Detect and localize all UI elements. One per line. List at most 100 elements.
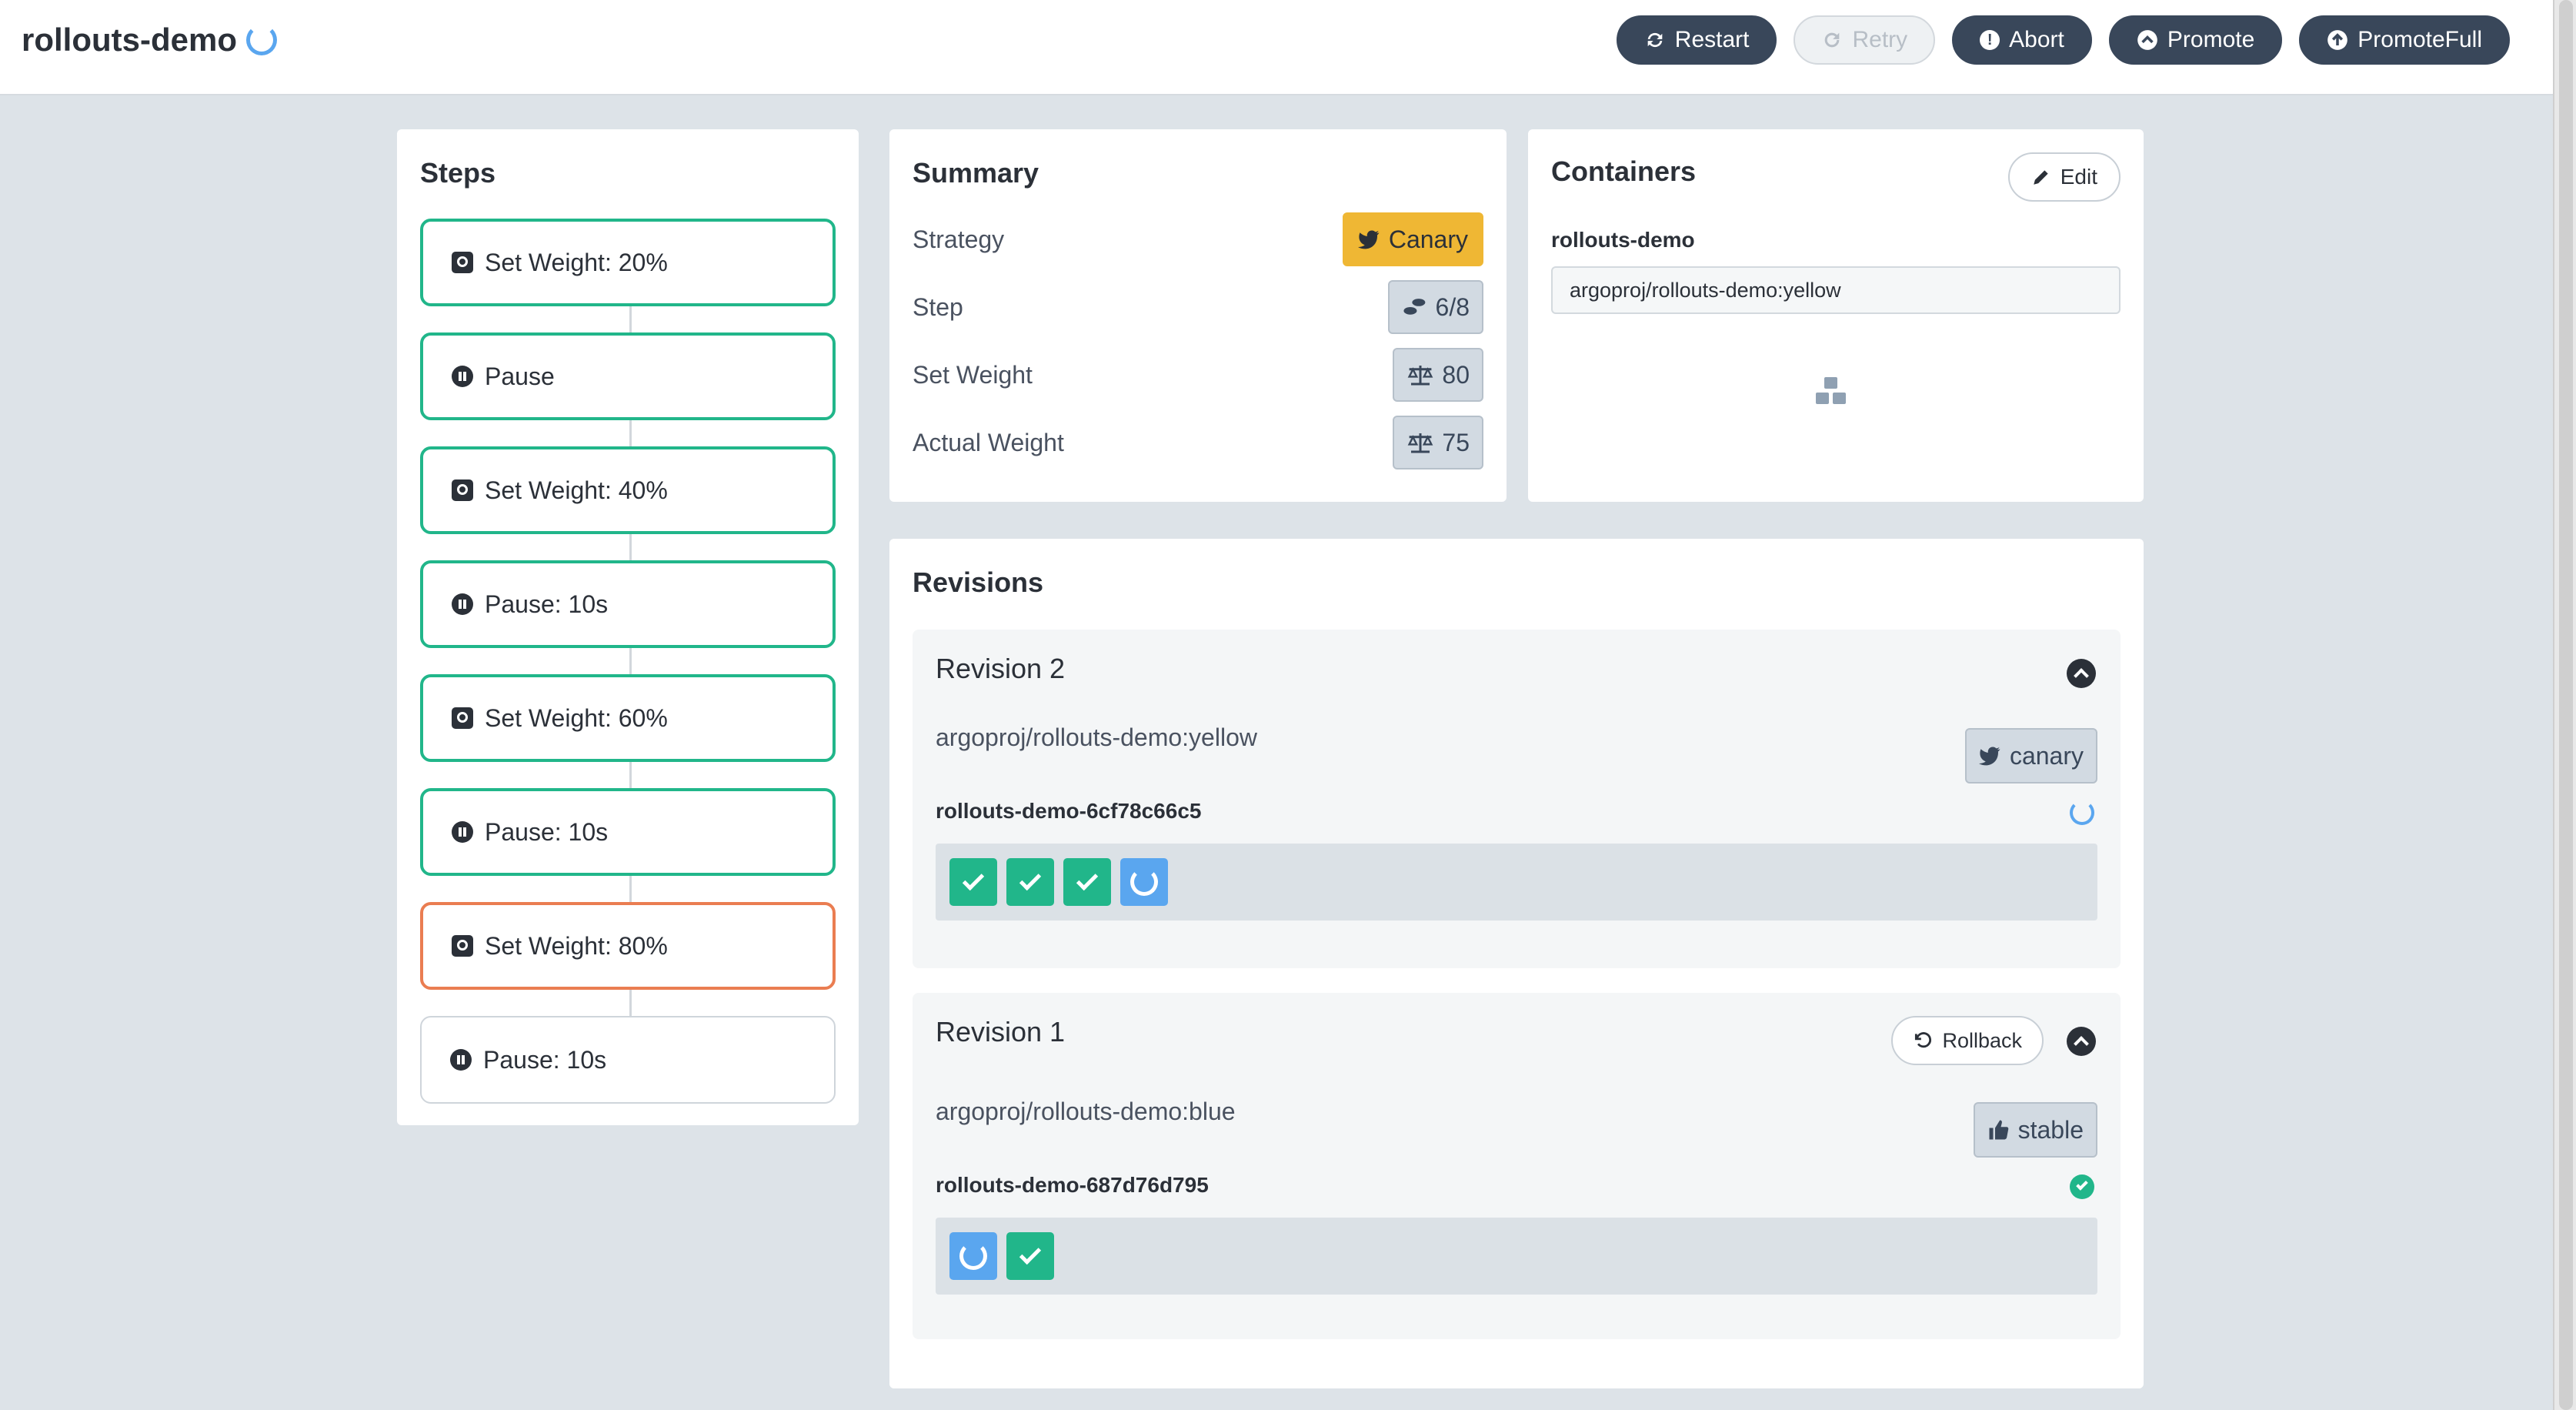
revision-badge-label: canary (2009, 741, 2084, 770)
promote-full-button[interactable]: PromoteFull (2299, 15, 2510, 65)
summary-label: Strategy (913, 225, 1005, 253)
revision-title: Revision 2 (936, 653, 1066, 684)
step-item[interactable]: Set Weight: 60% (420, 674, 836, 791)
container-name: rollouts-demo (1551, 228, 1695, 252)
pod-healthy[interactable] (1006, 858, 1054, 906)
pods-bar (936, 1218, 2097, 1295)
abort-button[interactable]: ! Abort (1952, 15, 2092, 65)
promote-button[interactable]: Promote (2108, 15, 2283, 65)
step-label: Set Weight: 80% (485, 931, 668, 960)
rollback-button[interactable]: Rollback (1891, 1016, 2044, 1065)
revision-card: Revision 2 argoproj/rollouts-demo:yellow… (913, 630, 2121, 968)
scrollbar[interactable] (2553, 0, 2576, 1410)
pod-progressing[interactable] (949, 1232, 997, 1280)
summary-label: Step (913, 292, 963, 321)
abort-label: Abort (2009, 27, 2064, 52)
collapse-chevron-icon[interactable] (2067, 659, 2096, 688)
step-item[interactable]: Pause: 10s (420, 788, 836, 905)
rollback-label: Rollback (1942, 1028, 2022, 1052)
scale-icon (1408, 433, 1433, 453)
containers-boxes-icon (1814, 377, 1848, 408)
promote-full-icon (2327, 30, 2348, 50)
restart-icon (1647, 32, 1663, 48)
step-badge: 6/8 (1387, 280, 1483, 334)
pause-icon (449, 1048, 472, 1071)
collapse-chevron-icon[interactable] (2067, 1027, 2096, 1056)
retry-icon (1825, 32, 1840, 48)
retry-button[interactable]: Retry (1794, 15, 1936, 65)
set-weight-value: 80 (1442, 360, 1470, 389)
summary-row-set-weight: Set Weight 80 (913, 348, 1483, 402)
rollout-name: rollouts-demo (22, 22, 237, 58)
check-icon (1076, 868, 1099, 891)
pause-icon (451, 820, 474, 844)
containers-title: Containers (1551, 155, 1697, 187)
revision-badge: stable (1973, 1102, 2097, 1158)
revision-badge: canary (1964, 728, 2097, 784)
strategy-value: Canary (1388, 225, 1468, 253)
step-label: Set Weight: 60% (485, 703, 668, 732)
replicaset-name: rollouts-demo-6cf78c66c5 (936, 799, 1202, 823)
step-label: Pause: 10s (485, 817, 609, 846)
set-weight-badge: 80 (1393, 348, 1483, 402)
steps-title: Steps (420, 157, 496, 189)
restart-button[interactable]: Restart (1616, 15, 1777, 65)
scrollbar-thumb[interactable] (2559, 0, 2573, 1410)
actual-weight-badge: 75 (1393, 416, 1483, 469)
replicaset-name: rollouts-demo-687d76d795 (936, 1173, 1209, 1197)
summary-row-strategy: Strategy Canary (913, 212, 1483, 266)
promote-icon (2137, 30, 2157, 50)
step-item-current[interactable]: Set Weight: 80% (420, 902, 836, 1019)
container-image-field[interactable]: argoproj/rollouts-demo:yellow (1551, 266, 2121, 314)
promote-label: Promote (2167, 27, 2255, 52)
spinner-icon (1130, 868, 1158, 896)
thumbs-up-icon (1989, 1120, 2008, 1140)
summary-label: Actual Weight (913, 428, 1064, 456)
summary-row-actual-weight: Actual Weight 75 (913, 416, 1483, 469)
step-item[interactable]: Set Weight: 40% (420, 446, 836, 563)
weight-icon (451, 251, 474, 274)
steps-list: Set Weight: 20% Pause Set Weight: 40% Pa… (420, 219, 836, 1104)
revision-image: argoproj/rollouts-demo:blue (936, 1098, 1236, 1125)
scale-icon (1408, 366, 1433, 386)
rollout-title: rollouts-demo (22, 22, 277, 58)
steps-panel: Steps Set Weight: 20% Pause Set Weight: … (397, 129, 859, 1125)
step-label: Pause (485, 362, 555, 390)
step-item-pending[interactable]: Pause: 10s (420, 1016, 836, 1104)
edit-button[interactable]: Edit (2007, 152, 2121, 202)
step-value: 6/8 (1435, 292, 1470, 321)
revision-badge-label: stable (2017, 1115, 2084, 1144)
check-icon (1019, 868, 1042, 891)
top-header: rollouts-demo Restart Retry ! Abort Prom… (0, 0, 2553, 95)
canary-bird-icon (1357, 230, 1380, 249)
step-item[interactable]: Set Weight: 20% (420, 219, 836, 336)
edit-label: Edit (2060, 165, 2097, 189)
revision-image: argoproj/rollouts-demo:yellow (936, 723, 1257, 751)
progressing-status-icon (2070, 800, 2094, 825)
step-label: Pause: 10s (483, 1045, 607, 1074)
weight-icon (451, 707, 474, 730)
weight-icon (451, 479, 474, 502)
retry-label: Retry (1852, 27, 1908, 52)
spinner-icon (959, 1242, 987, 1270)
strategy-badge: Canary (1342, 212, 1483, 266)
pod-healthy[interactable] (949, 858, 997, 906)
pod-healthy[interactable] (1063, 858, 1111, 906)
pod-progressing[interactable] (1120, 858, 1168, 906)
containers-panel: Containers Edit rollouts-demo argoproj/r… (1528, 129, 2144, 502)
summary-label: Set Weight (913, 360, 1033, 389)
step-item[interactable]: Pause (420, 332, 836, 449)
summary-row-step: Step 6/8 (913, 280, 1483, 334)
abort-icon: ! (1980, 30, 2000, 50)
step-item[interactable]: Pause: 10s (420, 560, 836, 677)
pencil-icon (2034, 170, 2048, 185)
revisions-title: Revisions (913, 566, 1044, 598)
summary-panel: Summary Strategy Canary Step 6/8 Set Wei… (889, 129, 1507, 502)
pod-healthy[interactable] (1006, 1232, 1054, 1280)
weight-icon (451, 934, 474, 957)
pods-bar (936, 844, 2097, 921)
step-label: Set Weight: 40% (485, 476, 668, 504)
canary-bird-icon (1978, 747, 2000, 766)
footsteps-icon (1403, 299, 1425, 315)
revision-card: Revision 1 Rollback argoproj/rollouts-de… (913, 993, 2121, 1339)
